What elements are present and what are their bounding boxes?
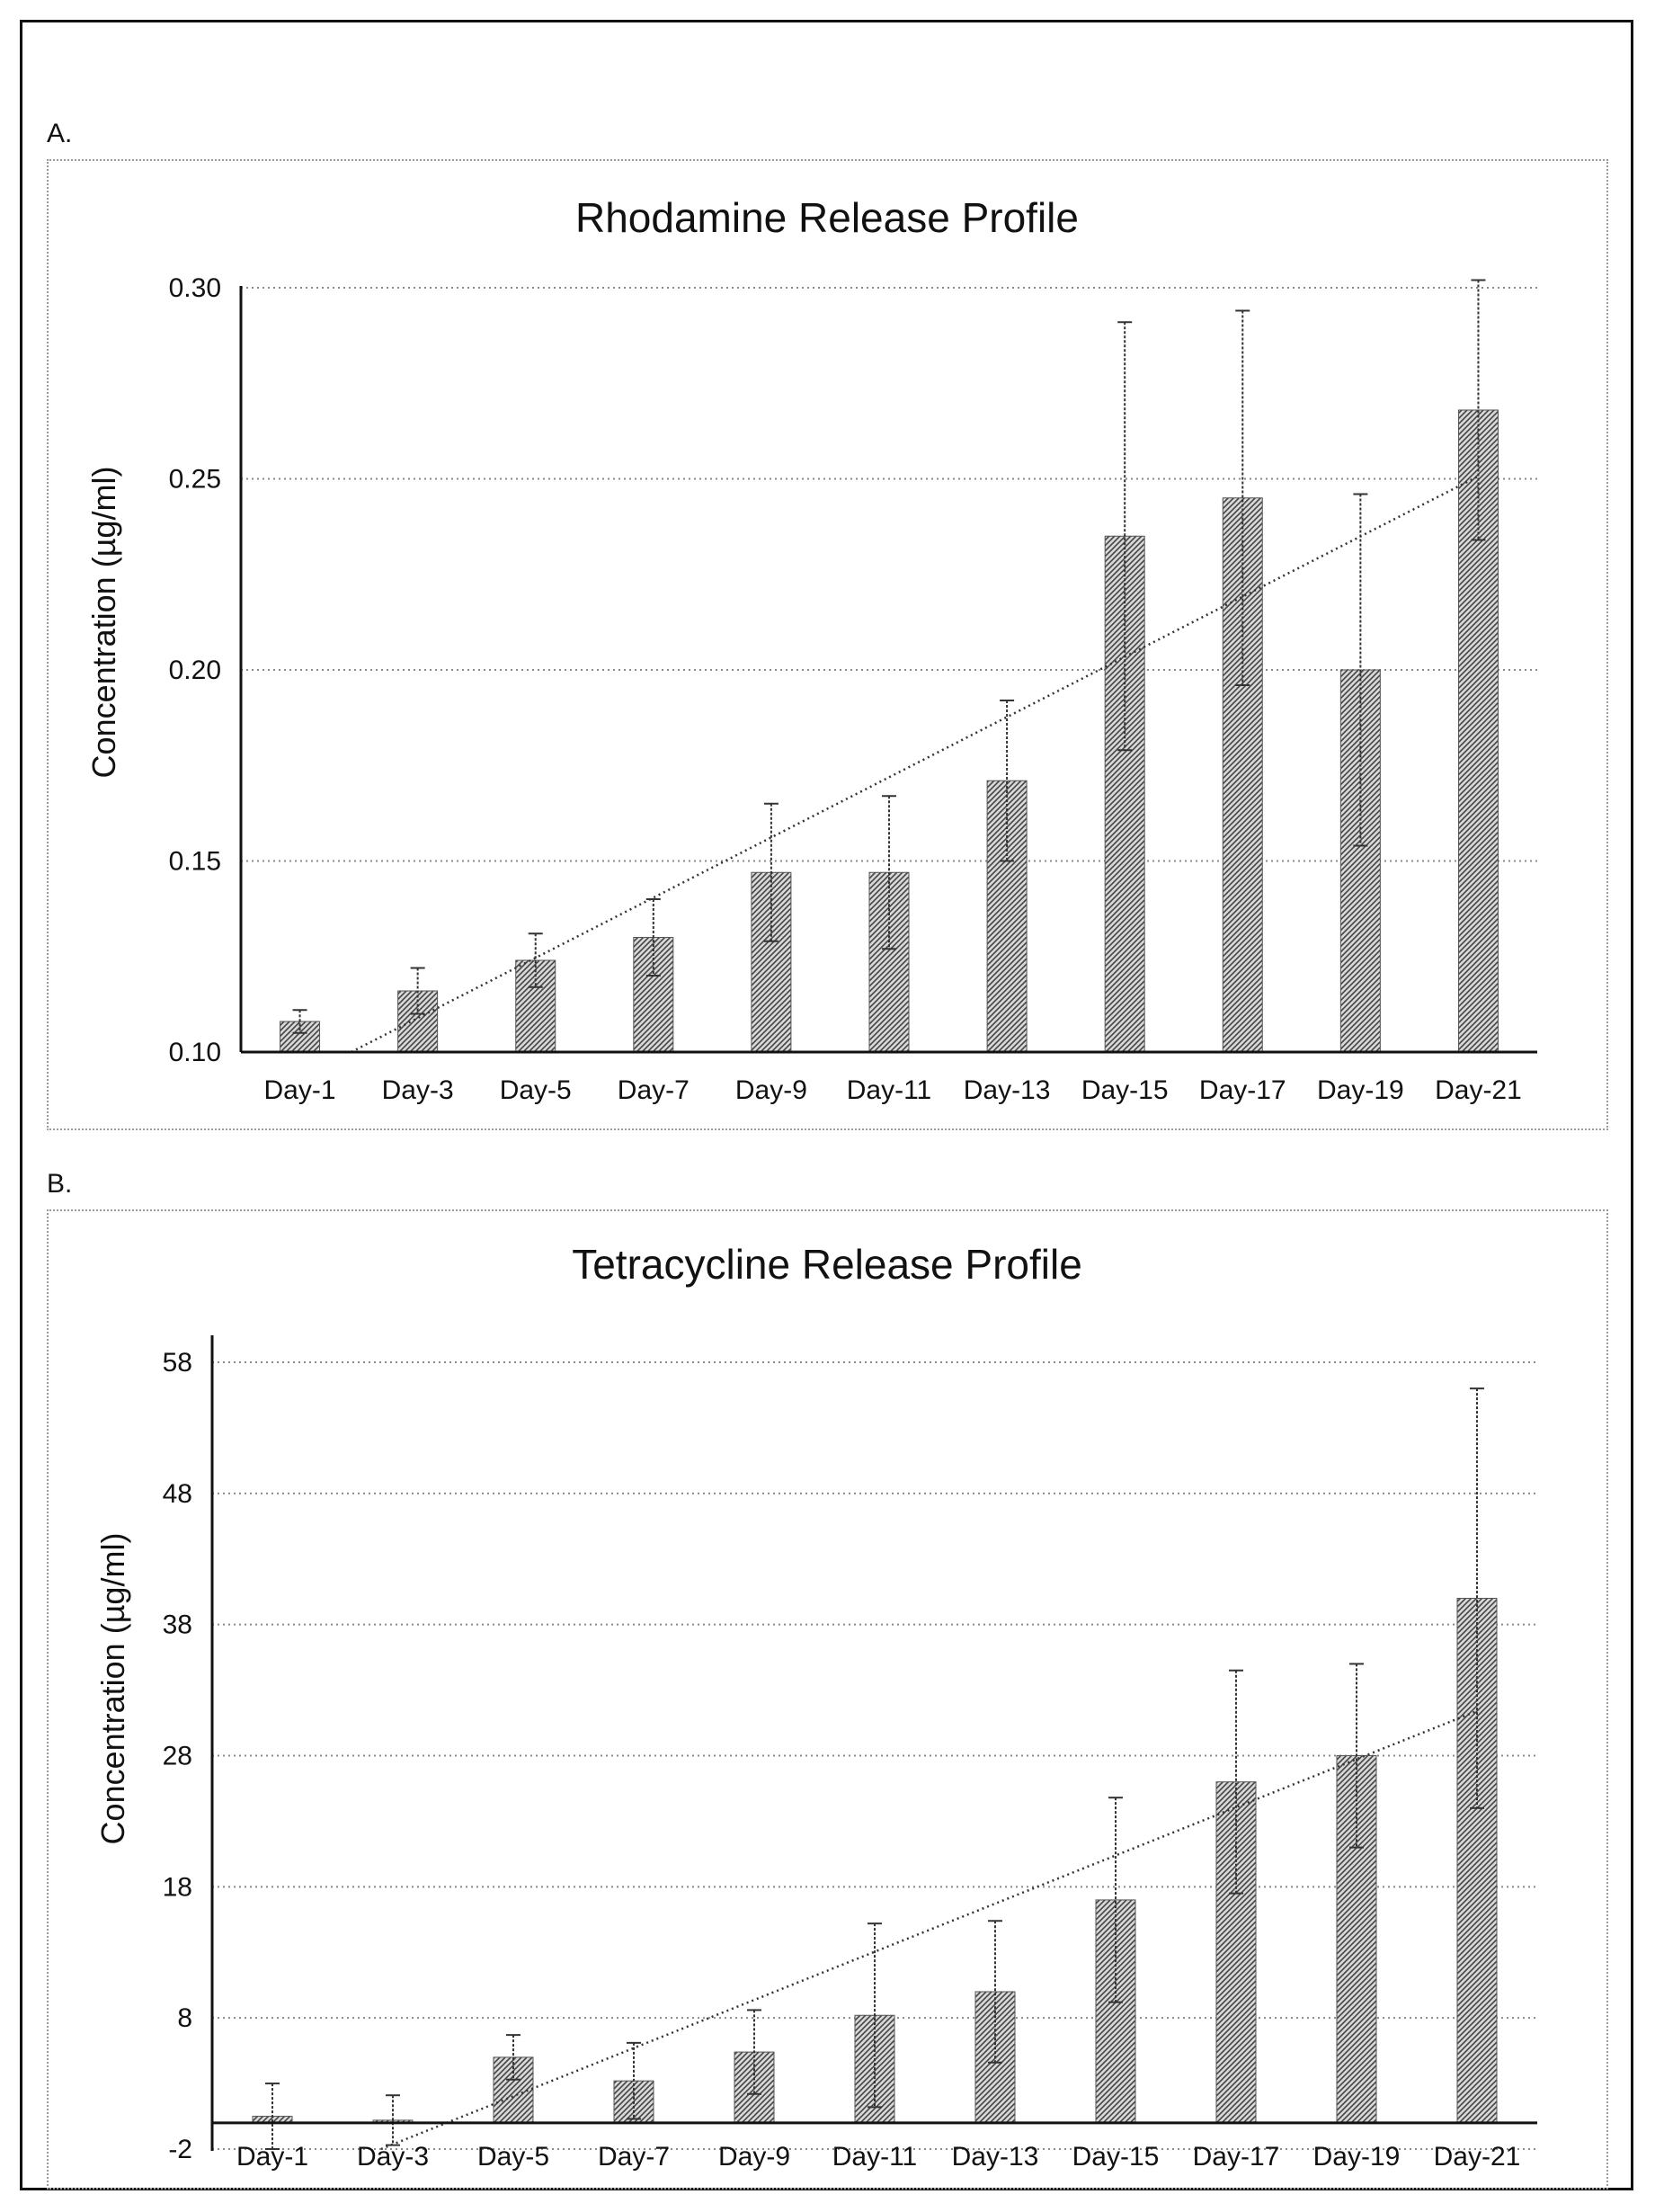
y-tick-label: 0.20: [169, 656, 221, 685]
error-bar-day-15: [1117, 321, 1133, 752]
error-bar-day-11: [882, 795, 896, 950]
x-tick-label: Day-11: [832, 2142, 917, 2172]
y-tick-label: 0.30: [169, 273, 221, 303]
y-tick-label: 58: [163, 1348, 192, 1378]
panel-a-box: [47, 159, 1608, 1130]
x-tick-label: Day-1: [236, 2142, 308, 2172]
error-bar-day-3: [410, 967, 425, 1015]
error-bar-day-21: [1470, 1387, 1484, 1809]
y-tick-label: 38: [163, 1610, 192, 1640]
panel-a-letter: A.: [47, 119, 73, 148]
x-tick-label: Day-11: [847, 1075, 931, 1105]
y-tick-label: 0.15: [169, 847, 221, 877]
x-tick-label: Day-9: [735, 1075, 807, 1105]
y-tick-label: 48: [163, 1479, 192, 1509]
rhodamine-chart-title: Rhodamine Release Profile: [575, 194, 1079, 241]
error-bar-day-17: [1235, 309, 1250, 686]
error-bar-day-7: [627, 2041, 641, 2120]
x-tick-label: Day-19: [1313, 2142, 1401, 2172]
x-tick-label: Day-21: [1435, 1075, 1522, 1105]
error-bar-day-19: [1353, 493, 1368, 847]
y-tick-label: 0.25: [169, 465, 221, 495]
panel-b-letter: B.: [47, 1169, 73, 1199]
error-bar-day-19: [1349, 1663, 1364, 1849]
x-tick-label: Day-5: [477, 2142, 549, 2172]
x-tick-label: Day-15: [1072, 2142, 1160, 2172]
error-bar-day-17: [1229, 1669, 1243, 1895]
x-tick-label: Day-3: [382, 1075, 454, 1105]
x-tick-label: Day-15: [1081, 1075, 1169, 1105]
panel-b-box: [47, 1209, 1608, 2190]
tetracycline-chart-title: Tetracycline Release Profile: [572, 1241, 1082, 1288]
error-bar-day-9: [763, 802, 779, 942]
bar-day-19: [1336, 1755, 1377, 2124]
error-bar-day-5: [506, 2034, 521, 2081]
y-tick-label: 8: [177, 2003, 192, 2033]
x-tick-label: Day-9: [718, 2142, 790, 2172]
tetracycline-y-axis-label: Concentration (µg/ml): [94, 1533, 131, 1845]
x-tick-label: Day-5: [500, 1075, 572, 1105]
x-tick-label: Day-7: [598, 2142, 670, 2172]
x-tick-label: Day-21: [1434, 2142, 1521, 2172]
x-tick-label: Day-1: [264, 1075, 336, 1105]
error-bar-day-9: [747, 2009, 761, 2095]
error-bar-day-11: [868, 1922, 882, 2109]
error-bar-day-1: [292, 1009, 307, 1034]
x-tick-label: Day-13: [952, 2142, 1039, 2172]
bar-day-13: [986, 780, 1028, 1053]
error-bar-day-15: [1108, 1797, 1123, 2003]
x-tick-label: Day-13: [964, 1075, 1051, 1105]
y-tick-label: 28: [163, 1742, 192, 1771]
y-tick-label: 18: [163, 1872, 192, 1902]
error-bar-day-13: [988, 1920, 1002, 2064]
x-tick-label: Day-7: [618, 1075, 690, 1105]
bar-day-15: [1104, 535, 1145, 1053]
bar-day-9: [751, 871, 792, 1053]
x-tick-label: Day-3: [357, 2142, 429, 2172]
x-tick-label: Day-17: [1199, 1075, 1286, 1105]
error-bar-day-5: [528, 932, 543, 988]
rhodamine-y-axis-label: Concentration (µg/ml): [85, 467, 122, 779]
error-bar-day-21: [1471, 279, 1486, 541]
error-bar-day-13: [1000, 700, 1015, 862]
y-tick-label: 0.10: [169, 1038, 221, 1067]
x-tick-label: Day-19: [1317, 1075, 1404, 1105]
error-bar-day-7: [645, 898, 661, 977]
trendline: [380, 1709, 1478, 2151]
trendline: [351, 475, 1480, 1054]
error-bar-day-1: [265, 2083, 280, 2150]
bar-day-21: [1457, 409, 1499, 1053]
y-tick-label: -2: [168, 2135, 192, 2164]
x-tick-label: Day-17: [1193, 2142, 1280, 2172]
